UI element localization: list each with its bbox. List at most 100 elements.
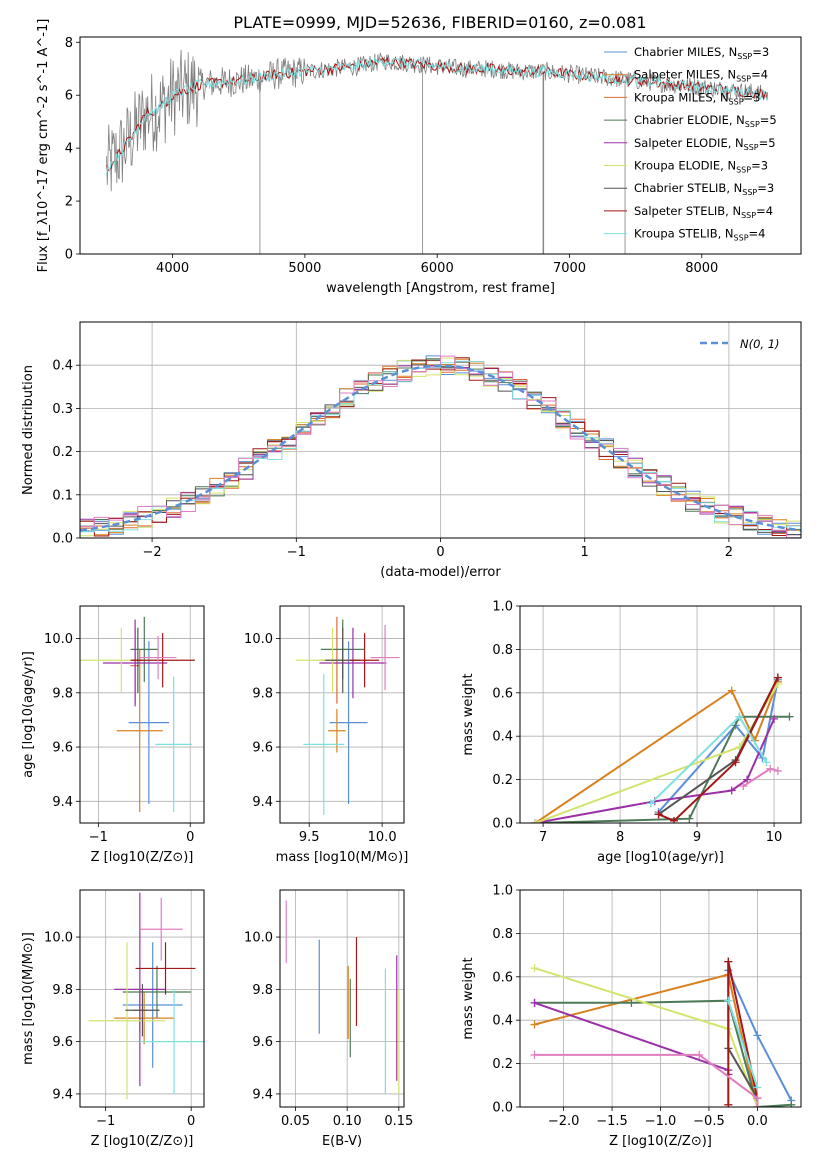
- y-tick-label: 9.4: [52, 1087, 73, 1102]
- weight-point-marker: [753, 1031, 762, 1040]
- x-tick-label: 0: [436, 545, 444, 560]
- x-tick-label: 7: [539, 830, 547, 845]
- y-tick-label: 0.2: [492, 773, 513, 788]
- y-tick-label: 9.4: [52, 795, 73, 810]
- y-axis-label: mass weight: [461, 957, 476, 1039]
- weight-point-marker: [770, 714, 779, 723]
- x-tick-label: 10.0: [368, 830, 397, 845]
- x-axis-label: age [log10(age/yr)]: [597, 850, 724, 865]
- y-tick-label: 9.8: [252, 983, 273, 998]
- x-tick-label: −1: [96, 1114, 115, 1129]
- weight-point-marker: [753, 1094, 762, 1103]
- y-tick-label: 0.2: [492, 1057, 513, 1072]
- axes-frame: [279, 889, 405, 1108]
- x-tick-label: 0.0: [747, 1114, 768, 1129]
- weight-point-marker: [762, 758, 771, 767]
- y-tick-label: 0.0: [52, 532, 73, 547]
- panel-spectrum: 4000 5000 6000 7000 8000 0 2 4 6 8 wavelength [Ang…: [36, 19, 802, 296]
- weight-series-line: [535, 715, 790, 823]
- weight-point-marker: [695, 1050, 704, 1059]
- weight-point-marker: [735, 712, 744, 721]
- x-axis-label: Z [log10(Z/Z⊙)]: [609, 1134, 712, 1149]
- y-tick-label: 9.6: [52, 741, 73, 756]
- panel-age-vs-Z: −1 0 9.4 9.6 9.8 10.0 Z [log10(Z/Z⊙)] age [log1…: [21, 605, 205, 865]
- weight-point-marker: [773, 766, 782, 775]
- y-tick-label: 9.8: [52, 686, 73, 701]
- x-tick-label: 0: [187, 1114, 195, 1129]
- plot-area: [296, 616, 400, 815]
- x-tick-label: 9.5: [299, 830, 320, 845]
- histogram-series-7: [80, 357, 801, 537]
- x-tick-label: −1.5: [596, 1114, 628, 1129]
- x-tick-label: 8: [616, 830, 624, 845]
- gaussian-reference-line: [80, 364, 801, 532]
- weight-series-line: [658, 677, 779, 822]
- y-tick-label: 0.8: [492, 643, 513, 658]
- x-axis-label: Z [log10(Z/Z⊙)]: [91, 850, 194, 865]
- legend-entry: Kroupa MILES, NSSP=3: [634, 90, 760, 106]
- legend-entry: Chabrier ELODIE, NSSP=5: [634, 113, 777, 129]
- y-tick-label: 2: [65, 195, 73, 210]
- x-tick-label: 5000: [288, 261, 321, 276]
- weight-point-marker: [531, 819, 540, 823]
- y-tick-label: 9.6: [52, 1035, 73, 1050]
- x-tick-label: 4000: [156, 261, 189, 276]
- plot-area: [80, 355, 801, 538]
- legend-entry: Kroupa STELIB, NSSP=4: [634, 227, 765, 243]
- plot-area: [285, 900, 400, 1094]
- axes-frame: [519, 889, 802, 1108]
- y-tick-label: 0.0: [492, 1101, 513, 1116]
- y-tick-label: 0.6: [492, 686, 513, 701]
- legend-entry: Chabrier MILES, NSSP=3: [634, 45, 769, 61]
- x-tick-label: −1: [89, 830, 108, 845]
- weight-point-marker: [753, 1103, 762, 1107]
- y-tick-label: 0.0: [492, 817, 513, 832]
- axes-frame: [79, 36, 802, 255]
- weight-point-marker: [753, 1083, 762, 1092]
- x-tick-label: −2.0: [548, 1114, 580, 1129]
- x-tick-label: 0.05: [281, 1114, 310, 1129]
- weight-point-marker: [787, 1100, 796, 1107]
- y-tick-label: 0.4: [492, 730, 513, 745]
- weight-point-marker: [685, 814, 694, 823]
- y-tick-label: 10.0: [44, 931, 73, 946]
- weight-point-marker: [669, 816, 678, 823]
- y-tick-label: 9.8: [52, 983, 73, 998]
- x-axis-label: Z [log10(Z/Z⊙)]: [91, 1134, 194, 1149]
- y-axis-label: mass [log10(M/M⊙)]: [21, 932, 36, 1065]
- y-tick-label: 0.8: [492, 927, 513, 942]
- x-tick-label: 0.15: [384, 1114, 413, 1129]
- x-tick-label: 9: [693, 830, 701, 845]
- axes-frame: [79, 321, 802, 539]
- plot-area: [88, 892, 204, 1100]
- x-axis-label: wavelength [Angstrom, rest frame]: [326, 281, 555, 296]
- y-tick-label: 10.0: [44, 632, 73, 647]
- x-tick-label: −0.5: [693, 1114, 725, 1129]
- x-axis-label: (data-model)/error: [380, 565, 501, 580]
- plot-area: [106, 49, 769, 254]
- y-tick-label: 9.4: [252, 795, 273, 810]
- weight-series-line: [535, 683, 779, 823]
- y-tick-label: 1.0: [492, 600, 513, 615]
- legend-entry: Chabrier STELIB, NSSP=3: [634, 181, 774, 197]
- x-tick-label: 6000: [421, 261, 454, 276]
- weight-point-marker: [731, 758, 740, 767]
- weight-point-marker: [530, 1050, 539, 1059]
- x-tick-label: 1: [581, 545, 589, 560]
- weight-point-marker: [766, 764, 775, 773]
- axes-frame: [79, 605, 205, 824]
- figure-title: PLATE=0999, MJD=52636, FIBERID=0160, z=0…: [233, 13, 646, 32]
- weight-point-marker: [627, 998, 636, 1007]
- panel-weight-vs-age: 7 8 9 10 0.0 0.2 0.4 0.6 0.8 1.0 age [log10(age/yr…: [461, 600, 802, 865]
- y-tick-label: 10.0: [244, 931, 273, 946]
- weight-point-marker: [727, 786, 736, 795]
- plot-area: [80, 616, 195, 813]
- x-axis-label: mass [log10(M/M⊙)]: [276, 850, 409, 865]
- weight-point-marker: [530, 964, 539, 973]
- weight-point-marker: [727, 686, 736, 695]
- weight-point-marker: [739, 782, 748, 791]
- y-axis-label: mass weight: [461, 673, 476, 755]
- weight-point-marker: [773, 673, 782, 682]
